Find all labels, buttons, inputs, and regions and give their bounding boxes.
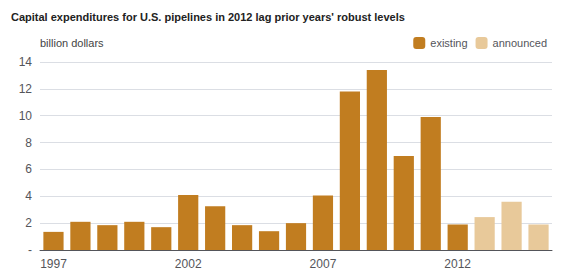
svg-text:14: 14 [19,55,33,69]
svg-text:Capital expenditures for U.S.: Capital expenditures for U.S. pipelines … [11,11,405,23]
svg-text:2012: 2012 [444,257,471,271]
svg-text:-: - [28,243,32,257]
svg-text:2: 2 [25,216,32,230]
svg-text:billion dollars: billion dollars [40,37,104,49]
svg-text:12: 12 [19,82,33,96]
svg-text:6: 6 [25,162,32,176]
svg-text:announced: announced [493,37,547,49]
svg-text:2007: 2007 [310,257,337,271]
svg-text:4: 4 [25,189,32,203]
svg-text:1997: 1997 [40,257,67,271]
svg-text:10: 10 [19,109,33,123]
svg-text:8: 8 [25,136,32,150]
svg-text:existing: existing [430,37,467,49]
svg-text:2002: 2002 [175,257,202,271]
